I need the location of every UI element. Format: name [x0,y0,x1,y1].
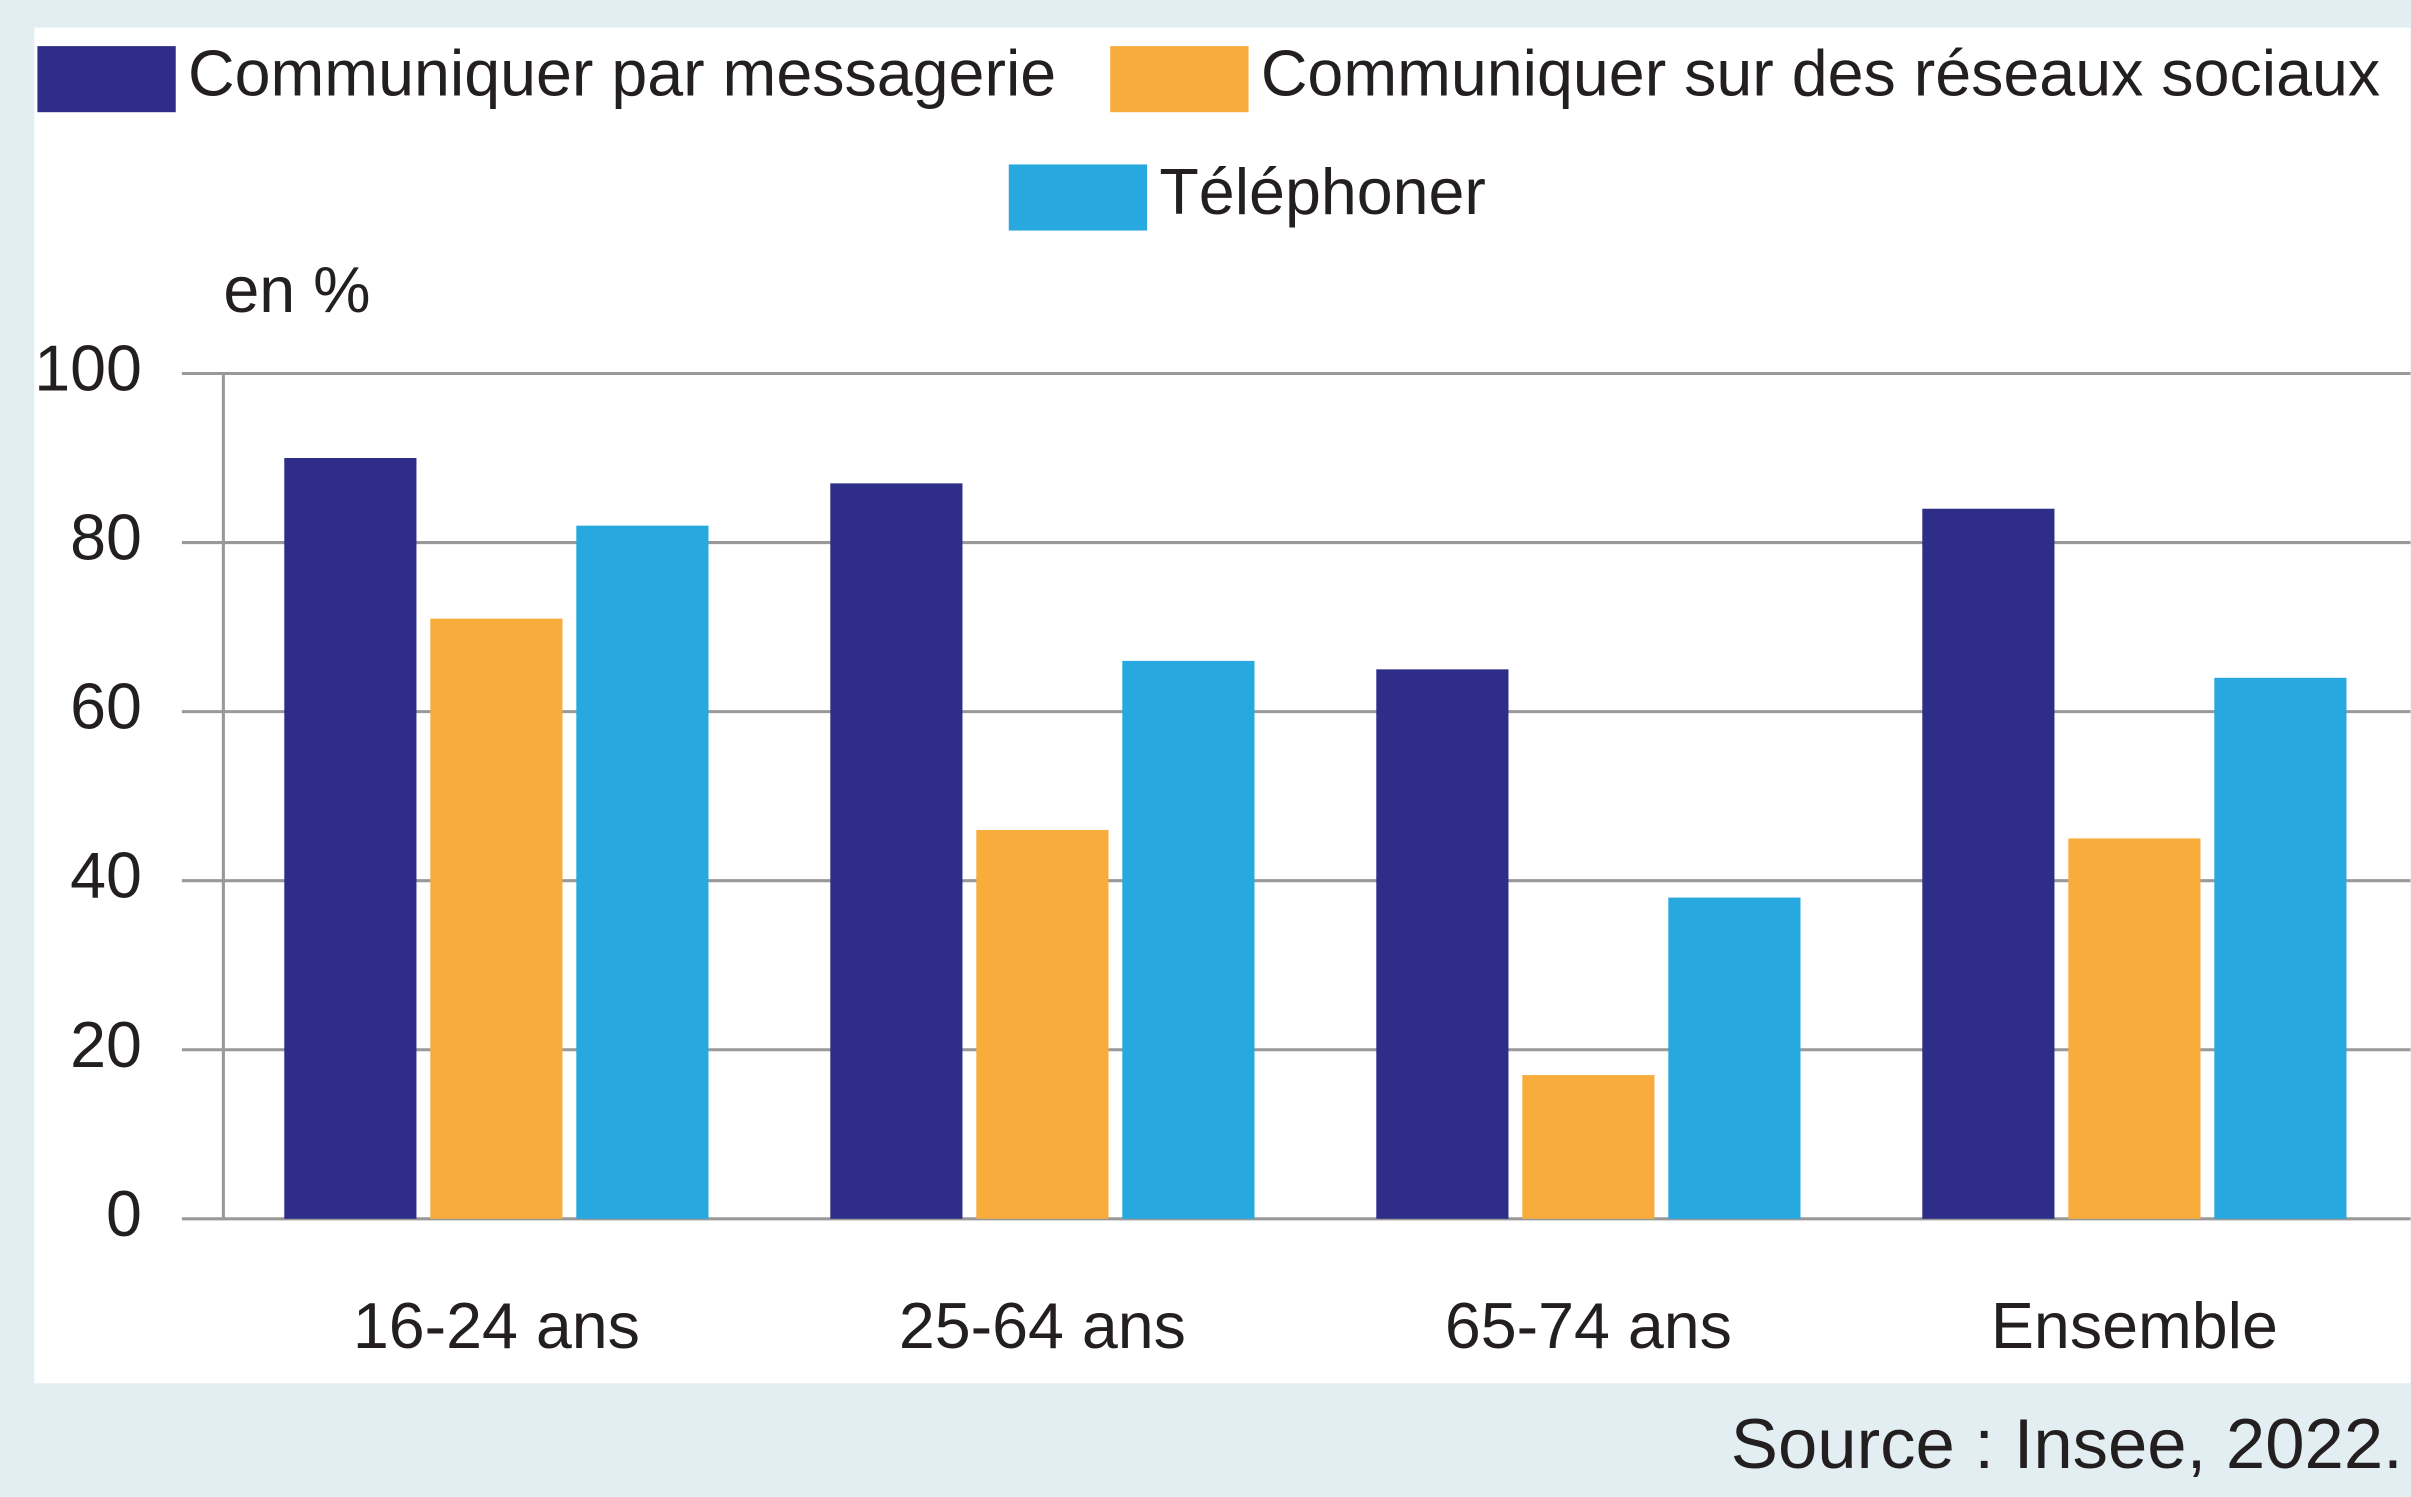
x-tick-label: 25-64 ans [899,1290,1186,1362]
legend-swatch [1008,164,1148,231]
bar [1122,660,1255,1219]
bar [2214,677,2347,1219]
bar [976,829,1109,1219]
y-tick-label: 0 [106,1178,142,1250]
legend-swatch [1110,46,1249,113]
bar [830,483,963,1219]
bar [2068,838,2201,1219]
y-tick-label: 60 [70,671,142,743]
legend-label: Téléphoner [1159,156,1486,228]
legend-label: Communiquer sur des réseaux sociaux [1261,37,2380,109]
y-axis-label: en % [223,254,370,326]
legend-label: Communiquer par messagerie [188,37,1056,109]
source: Source : Insee, 2022. [1731,1404,2403,1483]
bar [284,458,417,1219]
bar [1522,1075,1655,1219]
x-tick-label: 16-24 ans [353,1290,640,1362]
bar [576,525,709,1219]
legend-swatch [37,46,176,113]
bar [1668,897,1801,1219]
x-tick-label: 65-74 ans [1445,1290,1732,1362]
bar [430,618,563,1219]
y-tick-label: 20 [70,1009,142,1081]
y-tick-label: 80 [70,502,142,574]
y-tick-label: 40 [70,840,142,912]
y-tick-label: 100 [34,333,142,405]
bar [1922,508,2055,1219]
bar [1376,669,1509,1219]
x-tick-label: Ensemble [1991,1290,2278,1362]
